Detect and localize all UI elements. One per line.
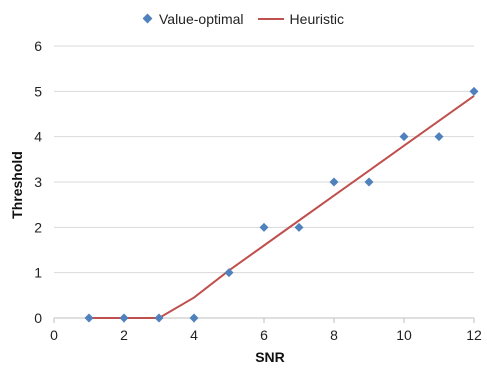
- y-tick-labels: 0 1 2 3 4 5 6: [34, 38, 42, 326]
- y-tick-label: 4: [34, 129, 42, 145]
- legend-label-value-optimal: Value-optimal: [158, 11, 244, 27]
- x-tick-label: 0: [50, 327, 58, 343]
- value-optimal-point: [364, 177, 374, 187]
- value-optimal-point: [189, 313, 199, 323]
- value-optimal-point: [84, 313, 94, 323]
- x-tick-label: 8: [330, 327, 338, 343]
- heuristic-series: [89, 95, 475, 319]
- x-tick-label: 10: [396, 327, 412, 343]
- y-tick-label: 5: [34, 83, 42, 99]
- value-optimal-point: [329, 177, 339, 187]
- y-tick-label: 6: [34, 38, 42, 54]
- x-tick-label: 4: [190, 327, 198, 343]
- value-optimal-point: [469, 86, 479, 96]
- legend: Value-optimal Heuristic: [0, 6, 487, 32]
- legend-label-heuristic: Heuristic: [289, 11, 345, 27]
- value-optimal-point: [294, 222, 304, 232]
- line-swatch-icon: [257, 18, 284, 20]
- y-axis-title: Threshold: [9, 151, 25, 219]
- legend-item-heuristic: Heuristic: [257, 11, 345, 27]
- value-optimal-point: [434, 132, 444, 142]
- heuristic-line: [89, 95, 475, 319]
- value-optimal-point: [154, 313, 164, 323]
- value-optimal-point: [259, 222, 269, 232]
- value-optimal-series: [84, 86, 479, 323]
- value-optimal-point: [119, 313, 129, 323]
- x-axis-title: SNR: [255, 349, 285, 365]
- gridlines: [54, 45, 474, 274]
- y-tick-label: 3: [34, 174, 42, 190]
- x-tick-label: 6: [260, 327, 268, 343]
- legend-item-value-optimal: Value-optimal: [142, 11, 244, 27]
- y-tick-label: 2: [34, 219, 42, 235]
- x-tick-labels: 0 2 4 6 8 10 12: [50, 327, 482, 343]
- y-tick-label: 1: [34, 265, 42, 281]
- value-optimal-point: [399, 132, 409, 142]
- x-tick-label: 2: [120, 327, 128, 343]
- x-tick-label: 12: [466, 327, 482, 343]
- y-tick-label: 0: [34, 310, 42, 326]
- value-optimal-point: [224, 268, 234, 278]
